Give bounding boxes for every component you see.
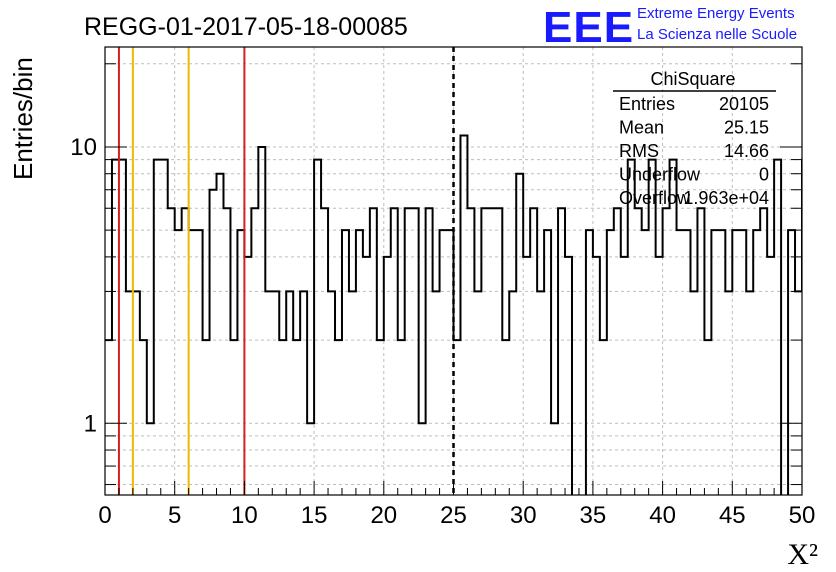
stats-label: Mean	[619, 118, 664, 138]
y-tick-label: 1	[84, 410, 97, 437]
eee-logo: EEE Extreme Energy Events La Scienza nel…	[543, 3, 797, 52]
stats-value: 1.963e+04	[683, 188, 769, 208]
stats-value: 0	[759, 165, 769, 185]
x-tick-label: 30	[510, 502, 537, 529]
stats-box: ChiSquare Entries 20105 Mean 25.15 RMS 14.66 U…	[613, 69, 776, 208]
x-tick-label: 40	[649, 502, 676, 529]
eee-logo-line1: Extreme Energy Events	[637, 5, 795, 22]
histogram-line	[105, 134, 802, 495]
histogram-series	[105, 134, 802, 495]
stats-title: ChiSquare	[650, 69, 735, 89]
stats-label: Entries	[619, 94, 675, 114]
x-tick-labels: 0 5 10 15 20 25 30 35 40 45 50	[98, 502, 815, 529]
x-tick-label: 50	[789, 502, 816, 529]
x-tick-label: 0	[98, 502, 111, 529]
x-tick-label: 35	[580, 502, 607, 529]
x-axis-label: X²	[787, 538, 818, 571]
y-axis-label: Entries/bin	[8, 57, 38, 180]
chart-title: REGG-01-2017-05-18-00085	[84, 13, 408, 41]
stats-value: 25.15	[724, 118, 769, 138]
y-tick-labels: 1 10	[70, 134, 97, 437]
x-tick-label: 25	[440, 502, 467, 529]
reference-lines	[117, 47, 455, 495]
x-tick-label: 15	[301, 502, 328, 529]
x-tick-label: 20	[370, 502, 397, 529]
eee-logo-line2: La Scienza nelle Scuole	[637, 26, 797, 43]
stats-label: Underflow	[619, 165, 701, 185]
x-tick-label: 5	[168, 502, 181, 529]
stats-label: Overflow	[619, 188, 691, 208]
y-tick-label: 10	[70, 134, 97, 161]
eee-logo-mark: EEE	[543, 3, 634, 52]
stats-value: 20105	[719, 94, 769, 114]
stats-value: 14.66	[724, 141, 769, 161]
x-tick-label: 10	[231, 502, 258, 529]
axis-ticks	[104, 63, 803, 495]
stats-label: RMS	[619, 141, 659, 161]
x-tick-label: 45	[719, 502, 746, 529]
